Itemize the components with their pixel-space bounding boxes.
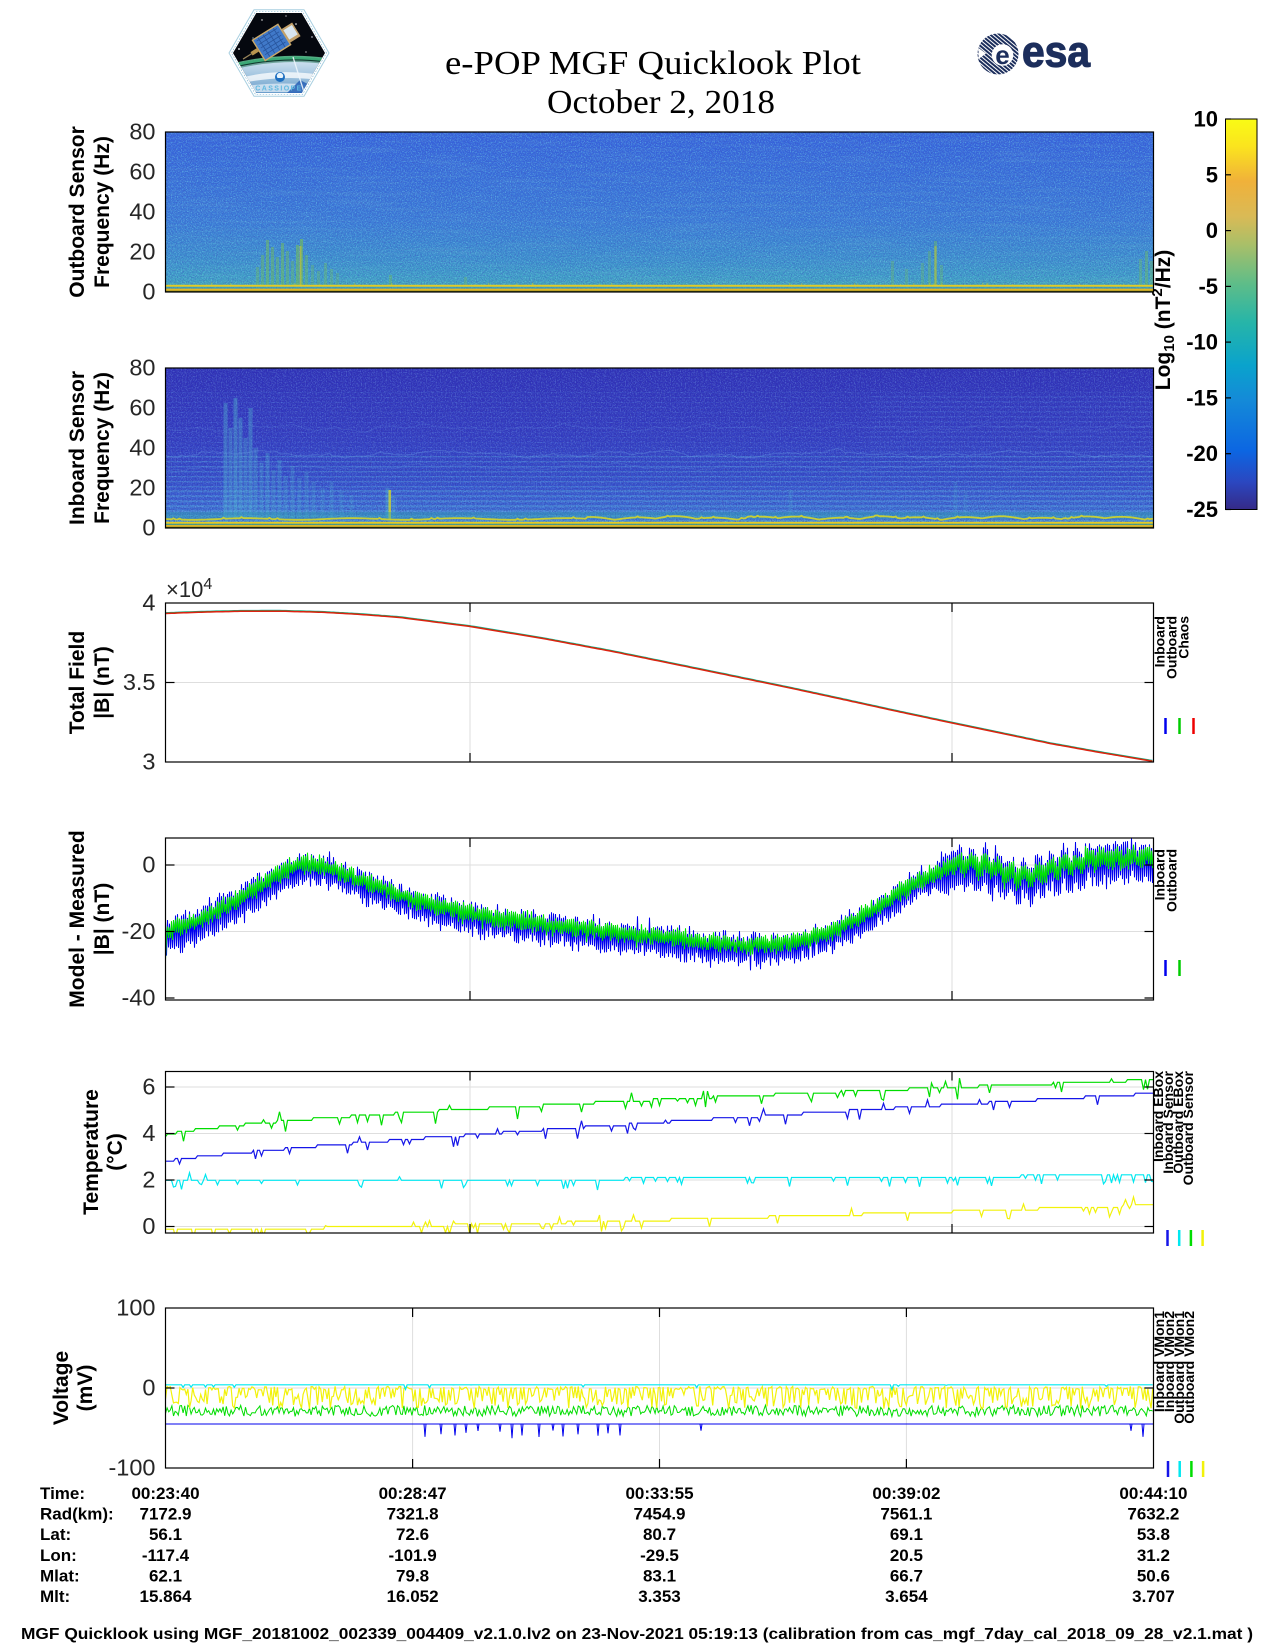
svg-text:-20: -20	[1186, 441, 1218, 466]
svg-text:00:44:10: 00:44:10	[1119, 1484, 1187, 1503]
svg-text:62.1: 62.1	[149, 1566, 182, 1585]
svg-text:Chaos: Chaos	[1176, 616, 1192, 659]
svg-text:31.2: 31.2	[1137, 1546, 1170, 1565]
svg-text:0: 0	[142, 1375, 155, 1401]
svg-text:Voltage: Voltage	[50, 1351, 73, 1425]
svg-text:Outboard: Outboard	[1164, 616, 1180, 679]
svg-text:Inboard VMon2: Inboard VMon2	[1161, 1311, 1177, 1412]
svg-text:50.6: 50.6	[1137, 1566, 1170, 1585]
svg-text:56.1: 56.1	[149, 1525, 182, 1544]
svg-text:Time:: Time:	[40, 1484, 85, 1503]
svg-text:2: 2	[142, 1167, 155, 1193]
svg-text:Inboard Sensor: Inboard Sensor	[1160, 1070, 1176, 1173]
svg-text:20: 20	[129, 475, 155, 501]
svg-text:80: 80	[129, 119, 155, 145]
svg-text:Outboard Sensor: Outboard Sensor	[66, 126, 89, 298]
svg-text:|B| (nT): |B| (nT)	[91, 646, 114, 718]
svg-text:100: 100	[116, 1295, 155, 1321]
svg-text:3.707: 3.707	[1132, 1587, 1175, 1606]
svg-text:0: 0	[142, 515, 155, 541]
svg-text:-101.9: -101.9	[388, 1546, 436, 1565]
svg-text:Frequency (Hz): Frequency (Hz)	[91, 372, 114, 524]
svg-text:00:39:02: 00:39:02	[872, 1484, 940, 1503]
svg-text:60: 60	[129, 395, 155, 421]
svg-text:(°C): (°C)	[104, 1133, 127, 1171]
svg-text:CASSIOPE: CASSIOPE	[255, 86, 302, 93]
svg-text:Lat:: Lat:	[40, 1525, 71, 1544]
svg-text:-29.5: -29.5	[640, 1546, 679, 1565]
svg-text:69.1: 69.1	[890, 1525, 923, 1544]
svg-text:7632.2: 7632.2	[1127, 1505, 1179, 1524]
svg-text:Inboard: Inboard	[1152, 849, 1168, 900]
svg-text:40: 40	[129, 199, 155, 225]
svg-text:Inboard: Inboard	[1152, 616, 1168, 667]
svg-text:00:28:47: 00:28:47	[379, 1484, 447, 1503]
svg-text:Outboard VMon1: Outboard VMon1	[1171, 1311, 1187, 1424]
svg-text:-25: -25	[1186, 497, 1218, 522]
svg-text:4: 4	[142, 590, 155, 616]
svg-text:80.7: 80.7	[643, 1525, 676, 1544]
svg-text:6: 6	[142, 1074, 155, 1100]
svg-text:-40: -40	[122, 985, 156, 1011]
svg-text:-20: -20	[122, 918, 156, 944]
svg-text:Inboard EBox: Inboard EBox	[1150, 1071, 1166, 1162]
svg-text:MGF Quicklook using MGF_201810: MGF Quicklook using MGF_20181002_002339_…	[21, 1626, 1253, 1643]
svg-text:7321.8: 7321.8	[387, 1505, 439, 1524]
svg-text:Rad(km):: Rad(km):	[40, 1505, 114, 1524]
svg-text:-5: -5	[1198, 274, 1218, 299]
svg-text:20.5: 20.5	[890, 1546, 923, 1565]
svg-text:Outboard Sensor: Outboard Sensor	[1180, 1070, 1196, 1185]
svg-text:0: 0	[142, 852, 155, 878]
svg-text:4: 4	[142, 1120, 155, 1146]
svg-text:Inboard Sensor: Inboard Sensor	[66, 371, 89, 525]
svg-text:7172.9: 7172.9	[140, 1505, 192, 1524]
svg-text:7561.1: 7561.1	[880, 1505, 932, 1524]
svg-text:Model - Measured: Model - Measured	[66, 830, 89, 1007]
svg-text:40: 40	[129, 435, 155, 461]
svg-text:Mlt:: Mlt:	[40, 1587, 70, 1606]
svg-text:|B| (nT): |B| (nT)	[91, 883, 114, 955]
svg-text:Outboard: Outboard	[1164, 849, 1180, 912]
svg-text:Mlat:: Mlat:	[40, 1566, 80, 1585]
svg-text:Temperature: Temperature	[80, 1089, 103, 1215]
svg-text:15.864: 15.864	[140, 1587, 193, 1606]
svg-text:60: 60	[129, 159, 155, 185]
svg-text:3.5: 3.5	[123, 669, 156, 695]
svg-text:16.052: 16.052	[387, 1587, 439, 1606]
svg-text:(mV): (mV)	[74, 1365, 97, 1412]
svg-text:Total Field: Total Field	[66, 631, 89, 734]
svg-text:10: 10	[1194, 107, 1218, 132]
svg-text:53.8: 53.8	[1137, 1525, 1170, 1544]
svg-text:-100: -100	[108, 1455, 155, 1481]
svg-text:0: 0	[142, 279, 155, 305]
svg-text:79.8: 79.8	[396, 1566, 429, 1585]
svg-text:-15: -15	[1186, 385, 1218, 410]
svg-text:October 2, 2018: October 2, 2018	[547, 84, 775, 121]
svg-text:e-POP MGF Quicklook Plot: e-POP MGF Quicklook Plot	[445, 45, 862, 82]
svg-text:Lon:: Lon:	[40, 1546, 77, 1565]
svg-text:80: 80	[129, 355, 155, 381]
svg-text:66.7: 66.7	[890, 1566, 923, 1585]
svg-text:3.353: 3.353	[638, 1587, 681, 1606]
svg-text:Frequency (Hz): Frequency (Hz)	[91, 136, 114, 288]
svg-text:0: 0	[1206, 218, 1218, 243]
svg-text:00:33:55: 00:33:55	[625, 1484, 693, 1503]
svg-text:0: 0	[142, 1213, 155, 1239]
svg-text:-10: -10	[1186, 330, 1218, 355]
svg-text:Outboard VMon2: Outboard VMon2	[1181, 1311, 1197, 1424]
svg-text:e: e	[995, 40, 1009, 70]
svg-text:Outboard EBox: Outboard EBox	[1170, 1071, 1186, 1174]
svg-text:3: 3	[142, 749, 155, 775]
svg-text:-117.4: -117.4	[142, 1546, 190, 1565]
svg-text:20: 20	[129, 239, 155, 265]
svg-text:5: 5	[1206, 162, 1218, 187]
svg-text:7454.9: 7454.9	[634, 1505, 686, 1524]
svg-text:×104: ×104	[166, 576, 212, 602]
svg-text:83.1: 83.1	[643, 1566, 676, 1585]
svg-text:Inboard VMon1: Inboard VMon1	[1151, 1311, 1167, 1412]
svg-text:3.654: 3.654	[885, 1587, 928, 1606]
svg-text:00:23:40: 00:23:40	[131, 1484, 199, 1503]
svg-text:esa: esa	[1022, 28, 1090, 77]
svg-text:72.6: 72.6	[396, 1525, 429, 1544]
